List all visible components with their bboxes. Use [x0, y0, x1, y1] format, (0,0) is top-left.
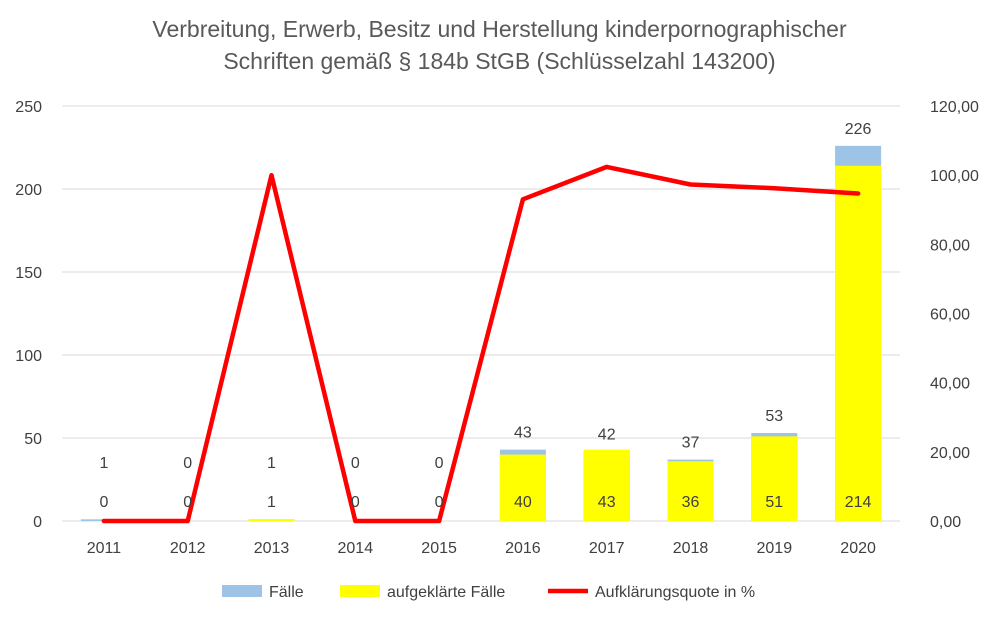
y-right-tick-label: 40,00 — [930, 376, 970, 393]
bar-aufgeklaerte-faelle — [751, 436, 798, 521]
axes: 0501001502002500,0020,0040,0060,0080,001… — [15, 99, 979, 557]
x-tick-label: 2016 — [505, 540, 541, 557]
y-right-tick-label: 20,00 — [930, 445, 970, 462]
legend: Fälle aufgeklärte Fälle Aufklärungsquote i… — [222, 584, 755, 601]
legend-item-aufgeklaerte-faelle: aufgeklärte Fälle — [340, 584, 505, 601]
data-label-faelle: 0 — [183, 455, 192, 472]
y-right-tick-label: 60,00 — [930, 307, 970, 324]
bars — [80, 145, 882, 521]
x-tick-label: 2018 — [673, 540, 709, 557]
data-label-faelle: 1 — [267, 455, 276, 472]
data-label-aufgeklaerte-faelle: 0 — [183, 494, 192, 511]
legend-item-aufklaerungsquote: Aufklärungsquote in % — [548, 584, 755, 601]
legend-item-faelle: Fälle — [222, 584, 304, 601]
chart-subtitle: Schriften gemäß § 184b StGB (Schlüsselza… — [223, 48, 776, 74]
legend-label: aufgeklärte Fälle — [387, 584, 505, 601]
bar-aufgeklaerte-faelle — [667, 461, 714, 521]
y-left-tick-label: 50 — [24, 431, 42, 448]
x-tick-label: 2012 — [170, 540, 206, 557]
y-right-tick-label: 0,00 — [930, 514, 961, 531]
data-label-aufgeklaerte-faelle: 43 — [598, 494, 616, 511]
data-label-faelle: 42 — [598, 426, 616, 443]
line-aufklaerungsquote — [101, 164, 861, 524]
data-label-faelle: 0 — [351, 455, 360, 472]
legend-label: Aufklärungsquote in % — [595, 584, 755, 601]
y-left-tick-label: 200 — [15, 182, 42, 199]
x-tick-label: 2020 — [840, 540, 876, 557]
y-right-tick-label: 120,00 — [930, 99, 979, 116]
bar-aufgeklaerte-faelle — [248, 519, 295, 521]
y-left-tick-label: 100 — [15, 348, 42, 365]
x-tick-label: 2013 — [254, 540, 290, 557]
data-label-aufgeklaerte-faelle: 214 — [845, 494, 872, 511]
bar-aufgeklaerte-faelle — [499, 454, 546, 521]
data-label-faelle: 226 — [845, 121, 872, 138]
legend-swatch — [340, 585, 380, 597]
legend-label: Fälle — [269, 584, 304, 601]
data-label-faelle: 1 — [99, 455, 108, 472]
data-label-aufgeklaerte-faelle: 1 — [267, 494, 276, 511]
data-label-faelle: 37 — [682, 435, 700, 452]
data-label-faelle: 43 — [514, 425, 532, 442]
data-label-aufgeklaerte-faelle: 36 — [682, 494, 700, 511]
data-label-aufgeklaerte-faelle: 40 — [514, 494, 532, 511]
rate-line — [101, 164, 861, 524]
bar-aufgeklaerte-faelle — [583, 449, 630, 521]
y-right-tick-label: 80,00 — [930, 237, 970, 254]
y-left-tick-label: 0 — [33, 514, 42, 531]
x-tick-label: 2015 — [421, 540, 457, 557]
y-left-tick-label: 150 — [15, 265, 42, 282]
chart-title: Verbreitung, Erwerb, Besitz und Herstell… — [152, 16, 847, 42]
data-label-aufgeklaerte-faelle: 51 — [765, 494, 783, 511]
legend-swatch — [222, 585, 262, 597]
data-label-faelle: 53 — [765, 408, 783, 425]
y-right-tick-label: 100,00 — [930, 168, 979, 185]
data-label-aufgeklaerte-faelle: 0 — [351, 494, 360, 511]
data-label-aufgeklaerte-faelle: 0 — [99, 494, 108, 511]
x-tick-label: 2019 — [757, 540, 793, 557]
data-label-aufgeklaerte-faelle: 0 — [435, 494, 444, 511]
x-tick-label: 2014 — [338, 540, 374, 557]
data-label-faelle: 0 — [435, 455, 444, 472]
bar-aufgeklaerte-faelle — [835, 165, 882, 521]
x-tick-label: 2011 — [87, 540, 122, 557]
data-labels: 1 0 0 0 1 1 0 0 0 0 43 40 42 43 37 36 53 51 226 214 — [99, 121, 871, 511]
x-tick-label: 2017 — [589, 540, 625, 557]
y-left-tick-label: 250 — [15, 99, 42, 116]
